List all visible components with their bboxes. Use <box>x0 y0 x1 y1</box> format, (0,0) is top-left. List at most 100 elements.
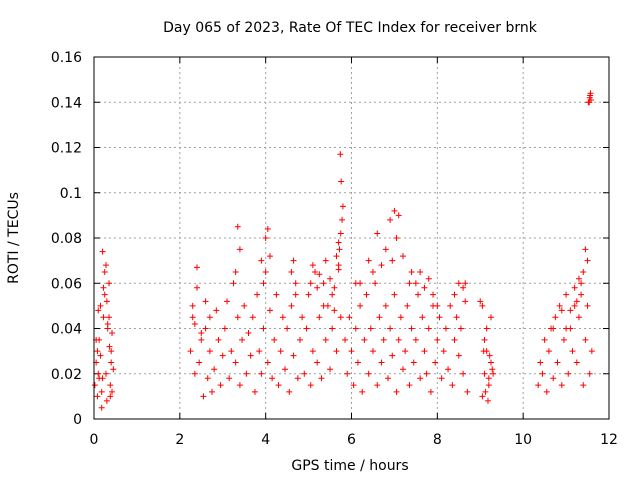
data-point <box>331 284 338 291</box>
data-point <box>395 212 402 219</box>
data-point <box>194 264 200 271</box>
data-point <box>374 382 381 389</box>
data-point <box>215 336 222 343</box>
data-point <box>262 235 269 241</box>
data-point <box>335 239 342 246</box>
data-point <box>99 248 106 255</box>
data-point <box>198 336 205 343</box>
data-point <box>477 298 484 305</box>
data-point <box>279 314 286 321</box>
data-point <box>189 302 196 309</box>
data-point <box>256 348 263 355</box>
data-point <box>554 359 561 366</box>
data-point <box>404 302 411 309</box>
data-point <box>481 336 488 343</box>
data-point <box>357 280 364 287</box>
data-point <box>260 280 267 287</box>
data-point <box>96 375 103 382</box>
data-point <box>333 348 340 355</box>
data-point <box>395 336 402 343</box>
data-point <box>387 216 394 223</box>
data-point <box>98 404 105 411</box>
data-point <box>110 366 117 373</box>
data-point <box>202 298 209 305</box>
data-point <box>327 275 334 282</box>
data-point <box>560 336 567 343</box>
data-point <box>327 366 334 373</box>
data-point <box>580 382 587 389</box>
data-point <box>264 225 271 232</box>
data-point <box>445 366 452 373</box>
data-point <box>191 320 198 327</box>
data-point <box>189 314 196 321</box>
data-point <box>329 291 336 298</box>
data-point <box>294 375 301 382</box>
data-point <box>290 352 297 359</box>
data-point <box>567 307 574 314</box>
data-point <box>359 388 366 395</box>
data-point <box>376 314 383 321</box>
data-point <box>226 375 233 382</box>
data-point <box>187 348 194 355</box>
data-point <box>369 348 376 355</box>
x-tick-label: 8 <box>433 432 442 448</box>
data-point <box>481 370 488 377</box>
data-point <box>312 268 319 275</box>
data-point <box>361 336 368 343</box>
data-point <box>337 230 344 237</box>
data-point <box>232 268 239 275</box>
data-point <box>249 314 256 321</box>
data-point <box>486 352 493 359</box>
data-point <box>578 291 585 298</box>
data-point <box>374 230 381 237</box>
y-tick-label: 0.02 <box>51 367 82 383</box>
data-point <box>266 307 273 314</box>
data-point <box>584 302 591 309</box>
data-point <box>369 268 376 275</box>
data-point <box>322 336 329 343</box>
data-point <box>419 314 426 321</box>
data-point <box>434 336 441 343</box>
data-point <box>338 178 345 185</box>
data-point <box>342 336 349 343</box>
data-point <box>363 291 370 298</box>
data-point <box>550 325 557 332</box>
y-axis-ticks: 0 0.02 0.04 0.06 0.08 0.1 0.12 0.14 0.16 <box>51 50 609 428</box>
data-point <box>106 280 113 287</box>
x-tick-label: 2 <box>175 432 184 448</box>
data-point <box>101 268 108 275</box>
data-point <box>453 314 460 321</box>
data-point <box>271 336 278 343</box>
data-point <box>206 314 213 321</box>
data-point <box>460 284 467 291</box>
data-point <box>406 382 413 389</box>
data-point <box>451 336 458 343</box>
data-point <box>251 388 258 395</box>
data-point <box>275 382 282 389</box>
data-point <box>425 275 432 282</box>
data-point <box>191 370 198 377</box>
data-point <box>95 370 102 377</box>
data-point <box>442 325 449 332</box>
y-tick-label: 0.1 <box>60 186 82 202</box>
data-point <box>352 325 359 332</box>
data-point <box>243 370 250 377</box>
data-point <box>397 314 404 321</box>
data-point <box>402 348 409 355</box>
data-point <box>107 382 114 389</box>
data-point <box>305 291 312 298</box>
data-point <box>339 203 346 210</box>
data-point <box>552 314 559 321</box>
data-point <box>457 325 464 332</box>
data-point <box>440 348 447 355</box>
data-point <box>200 393 207 400</box>
data-point <box>425 325 432 332</box>
data-point <box>266 253 273 260</box>
data-point <box>104 320 111 327</box>
data-point <box>288 302 295 309</box>
data-point <box>485 382 492 389</box>
data-point <box>462 298 469 305</box>
data-point <box>303 325 310 332</box>
data-point <box>314 359 321 366</box>
data-point <box>335 266 342 273</box>
